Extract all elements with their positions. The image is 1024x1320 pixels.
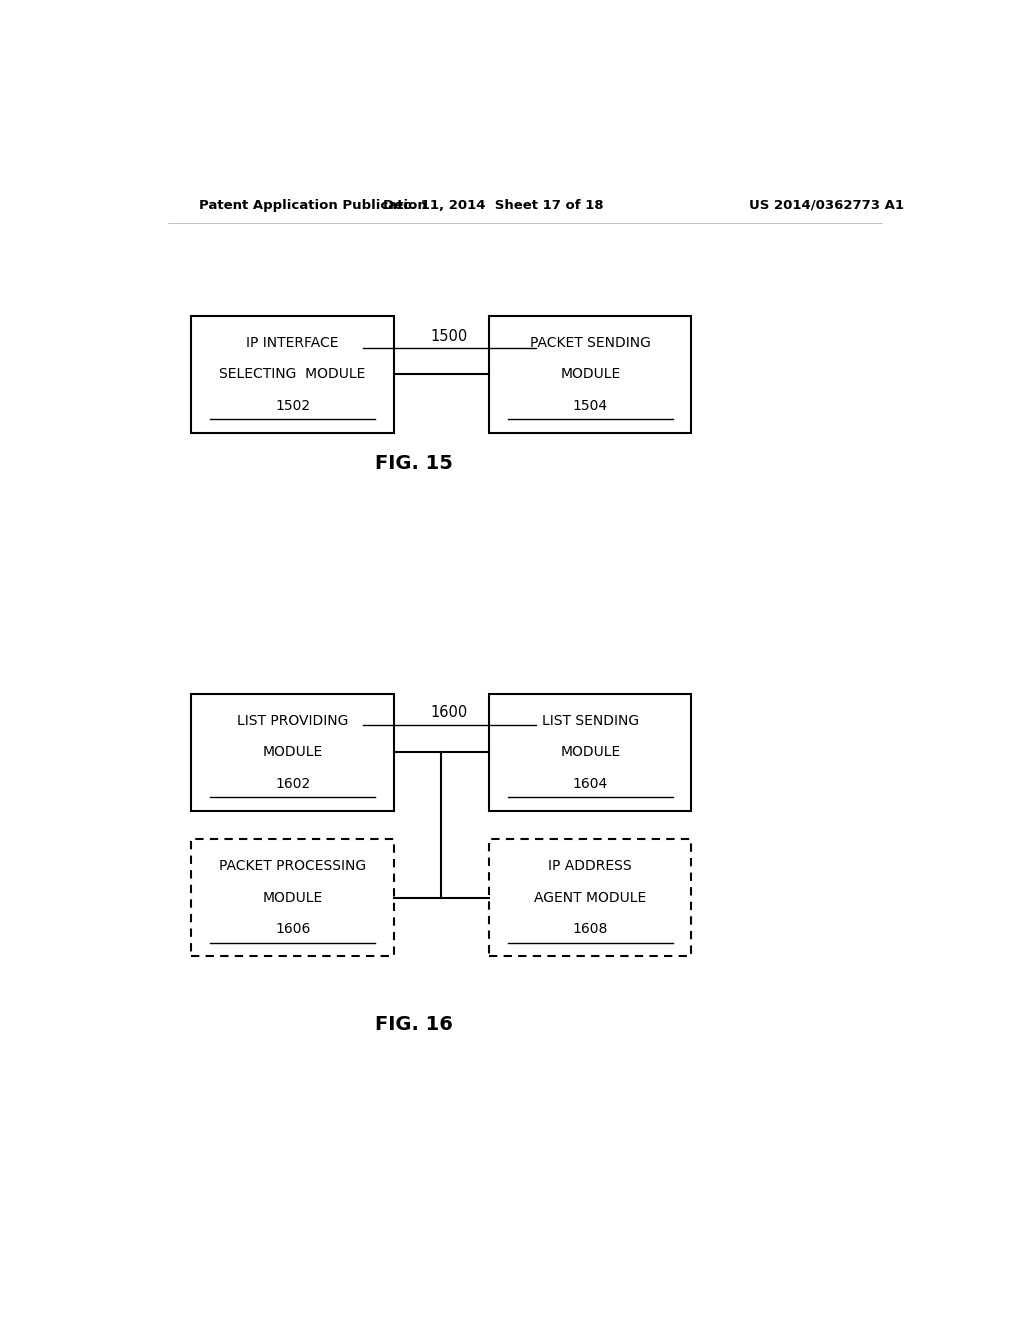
FancyBboxPatch shape [489,694,691,810]
Text: 1502: 1502 [275,399,310,413]
Text: LIST PROVIDING: LIST PROVIDING [237,714,348,727]
Text: AGENT MODULE: AGENT MODULE [535,891,646,904]
Text: LIST SENDING: LIST SENDING [542,714,639,727]
Text: PACKET PROCESSING: PACKET PROCESSING [219,859,367,874]
Text: 1604: 1604 [572,777,608,791]
Text: 1602: 1602 [275,777,310,791]
Text: FIG. 16: FIG. 16 [375,1015,453,1034]
Text: MODULE: MODULE [262,746,323,759]
Text: 1504: 1504 [572,399,608,413]
Text: 1608: 1608 [572,923,608,936]
FancyBboxPatch shape [489,840,691,956]
Text: US 2014/0362773 A1: US 2014/0362773 A1 [749,198,904,211]
FancyBboxPatch shape [489,315,691,433]
Text: 1500: 1500 [431,329,468,343]
Text: MODULE: MODULE [560,367,621,381]
Text: PACKET SENDING: PACKET SENDING [529,335,650,350]
Text: SELECTING  MODULE: SELECTING MODULE [219,367,366,381]
Text: FIG. 15: FIG. 15 [375,454,453,473]
FancyBboxPatch shape [191,315,394,433]
Text: IP INTERFACE: IP INTERFACE [247,335,339,350]
Text: Patent Application Publication: Patent Application Publication [200,198,427,211]
FancyBboxPatch shape [191,840,394,956]
FancyBboxPatch shape [191,694,394,810]
Text: MODULE: MODULE [262,891,323,904]
Text: IP ADDRESS: IP ADDRESS [549,859,632,874]
Text: Dec. 11, 2014  Sheet 17 of 18: Dec. 11, 2014 Sheet 17 of 18 [383,198,603,211]
Text: MODULE: MODULE [560,746,621,759]
Text: 1606: 1606 [275,923,310,936]
Text: 1600: 1600 [431,705,468,719]
